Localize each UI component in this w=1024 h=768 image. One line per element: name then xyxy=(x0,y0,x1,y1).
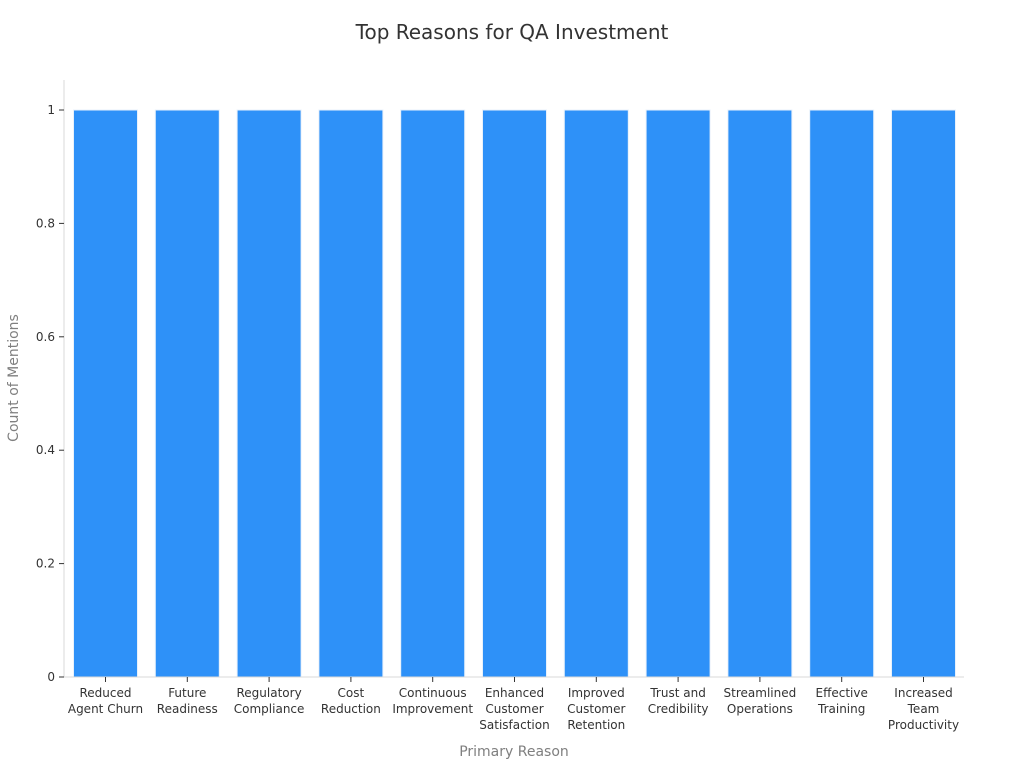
x-tick-label: Effective Training xyxy=(816,686,868,716)
bars-group xyxy=(73,109,956,678)
bar xyxy=(73,109,138,678)
y-tick-label: 0.8 xyxy=(36,216,55,230)
x-tick-label-line: Enhanced xyxy=(485,686,544,700)
bar xyxy=(809,109,875,678)
x-tick-label-line: Retention xyxy=(567,718,625,732)
x-tick-label-line: Operations xyxy=(727,702,793,716)
y-tick-label: 1 xyxy=(47,103,55,117)
x-tick-label: Trust and Credibility xyxy=(648,686,709,716)
y-tick-label: 0.2 xyxy=(36,557,55,571)
x-tick-label-line: Readiness xyxy=(157,702,218,716)
x-tick-label-line: Satisfaction xyxy=(479,718,549,732)
bar xyxy=(727,109,793,678)
chart-title: Top Reasons for QA Investment xyxy=(355,20,669,44)
x-tick-label-line: Regulatory xyxy=(237,686,302,700)
x-tick-label-line: Effective xyxy=(816,686,868,700)
bar xyxy=(154,109,220,678)
x-tick-label: Future Readiness xyxy=(157,686,218,716)
y-axis-title: Count of Mentions xyxy=(6,314,22,442)
x-tick-label-line: Trust and xyxy=(649,686,705,700)
x-tick-label-line: Improved xyxy=(568,686,625,700)
x-tick-label-line: Agent Churn xyxy=(68,702,143,716)
bar xyxy=(400,109,466,678)
bar xyxy=(318,109,384,678)
x-tick-label: Reduced Agent Churn xyxy=(68,686,143,716)
x-tick-label: Enhanced Customer Satisfaction xyxy=(479,686,549,732)
x-tick-label: Cost Reduction xyxy=(321,686,381,716)
x-tick-label: Regulatory Compliance xyxy=(234,686,305,716)
y-tick-label: 0.4 xyxy=(36,443,55,457)
y-axis-ticks: 0 0.2 0.4 0.6 0.8 1 xyxy=(36,103,64,684)
x-tick-label-line: Reduced xyxy=(79,686,131,700)
x-tick-label-line: Continuous xyxy=(399,686,467,700)
x-tick-label: Improved Customer Retention xyxy=(567,686,625,732)
x-tick-label: Continuous Improvement xyxy=(392,686,473,716)
x-axis-ticks: Reduced Agent Churn Future Readiness Regulat… xyxy=(68,677,959,732)
bar xyxy=(645,109,711,678)
x-tick-label-line: Training xyxy=(817,702,865,716)
x-tick-label-line: Credibility xyxy=(648,702,709,716)
bar xyxy=(236,109,302,678)
x-tick-label-line: Compliance xyxy=(234,702,305,716)
x-tick-label-line: Increased xyxy=(894,686,952,700)
x-tick-label: Increased Team Productivity xyxy=(888,686,959,732)
bar xyxy=(563,109,629,678)
x-tick-label-line: Customer xyxy=(567,702,625,716)
x-tick-label-line: Productivity xyxy=(888,718,959,732)
y-tick-label: 0 xyxy=(47,670,55,684)
bar xyxy=(482,109,547,678)
x-tick-label-line: Reduction xyxy=(321,702,381,716)
x-tick-label: Streamlined Operations xyxy=(724,686,797,716)
x-tick-label-line: Cost xyxy=(338,686,365,700)
x-tick-label-line: Customer xyxy=(485,702,543,716)
bar xyxy=(891,109,956,678)
x-tick-label-line: Improvement xyxy=(392,702,473,716)
x-tick-label-line: Streamlined xyxy=(724,686,797,700)
y-tick-label: 0.6 xyxy=(36,330,55,344)
x-tick-label-line: Team xyxy=(907,702,940,716)
x-axis-title: Primary Reason xyxy=(459,744,569,760)
x-tick-label-line: Future xyxy=(168,686,206,700)
